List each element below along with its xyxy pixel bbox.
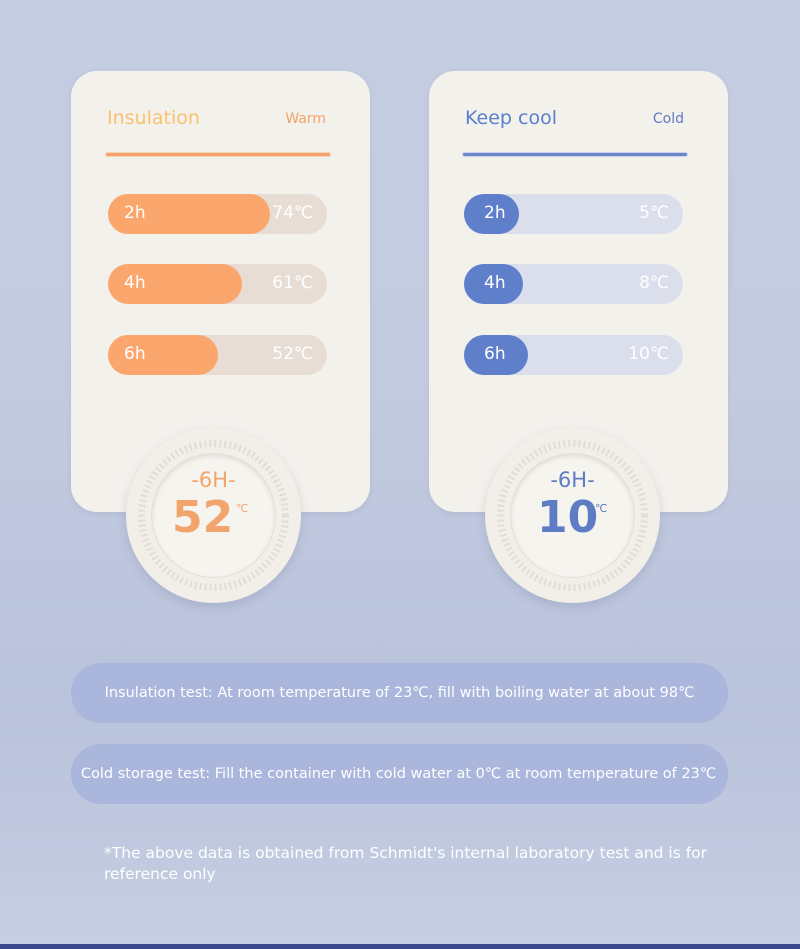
cold-bar-2h-label: 2h [484, 203, 506, 223]
insulation-test-note: Insulation test: At room temperature of … [71, 663, 728, 723]
insulation-card-title: Insulation [107, 107, 200, 129]
cold-bar-4h-label: 4h [484, 273, 506, 293]
warm-bar-6h-value: 52℃ [272, 344, 313, 364]
dial-inner-ring [152, 454, 275, 577]
warm-thermometer-dial: -6H- 52 ℃ [126, 428, 301, 603]
warm-bar-6h-label: 6h [124, 344, 146, 364]
warm-bar-6h-fill [108, 335, 218, 375]
keep-cool-divider [463, 153, 687, 156]
dial-inner-ring [511, 454, 634, 577]
cold-storage-test-text: Cold storage test: Fill the container wi… [80, 766, 717, 782]
cold-bar-6h: 6h 10℃ [464, 335, 683, 375]
warm-bar-4h-value: 61℃ [272, 273, 313, 293]
cold-dial-temp: 10 [537, 492, 599, 543]
warm-tag: Warm [285, 111, 326, 127]
warm-bar-4h-fill [108, 264, 242, 304]
cold-bar-4h-value: 8℃ [639, 273, 669, 293]
cold-bar-6h-fill [464, 335, 528, 375]
cold-tag: Cold [652, 111, 684, 127]
cold-bar-6h-value: 10℃ [628, 344, 669, 364]
warm-bar-2h-label: 2h [124, 203, 146, 223]
insulation-test-text: Insulation test: At room temperature of … [104, 685, 695, 701]
warm-bar-6h: 6h 52℃ [108, 335, 327, 375]
dial-ring-texture [497, 440, 648, 591]
cold-bar-4h-fill [464, 264, 524, 304]
warm-dial-hours: -6H- [191, 468, 236, 492]
warm-bar-2h-value: 74℃ [272, 203, 313, 223]
cold-storage-test-note: Cold storage test: Fill the container wi… [71, 744, 728, 804]
warm-bar-2h-fill [108, 194, 271, 234]
dial-ring-texture [138, 440, 289, 591]
cold-bar-2h-fill [464, 194, 519, 234]
cold-bar-2h: 2h 5℃ [464, 194, 683, 234]
cold-dial-hours: -6H- [550, 468, 595, 492]
cold-thermometer-dial: -6H- 10 ℃ [485, 428, 660, 603]
disclaimer-footnote: *The above data is obtained from Schmidt… [104, 844, 708, 883]
cold-bar-6h-label: 6h [484, 344, 506, 364]
cold-dial-unit: ℃ [595, 502, 608, 515]
bottom-strip [0, 944, 800, 949]
warm-bar-4h-label: 4h [124, 273, 146, 293]
warm-dial-unit: ℃ [236, 502, 249, 515]
cold-bar-2h-value: 5℃ [639, 203, 669, 223]
insulation-divider [106, 153, 330, 156]
keep-cool-card-title: Keep cool [465, 107, 557, 129]
warm-bar-4h: 4h 61℃ [108, 264, 327, 304]
warm-bar-2h: 2h 74℃ [108, 194, 327, 234]
cold-bar-4h: 4h 8℃ [464, 264, 683, 304]
warm-dial-temp: 52 [172, 492, 234, 543]
